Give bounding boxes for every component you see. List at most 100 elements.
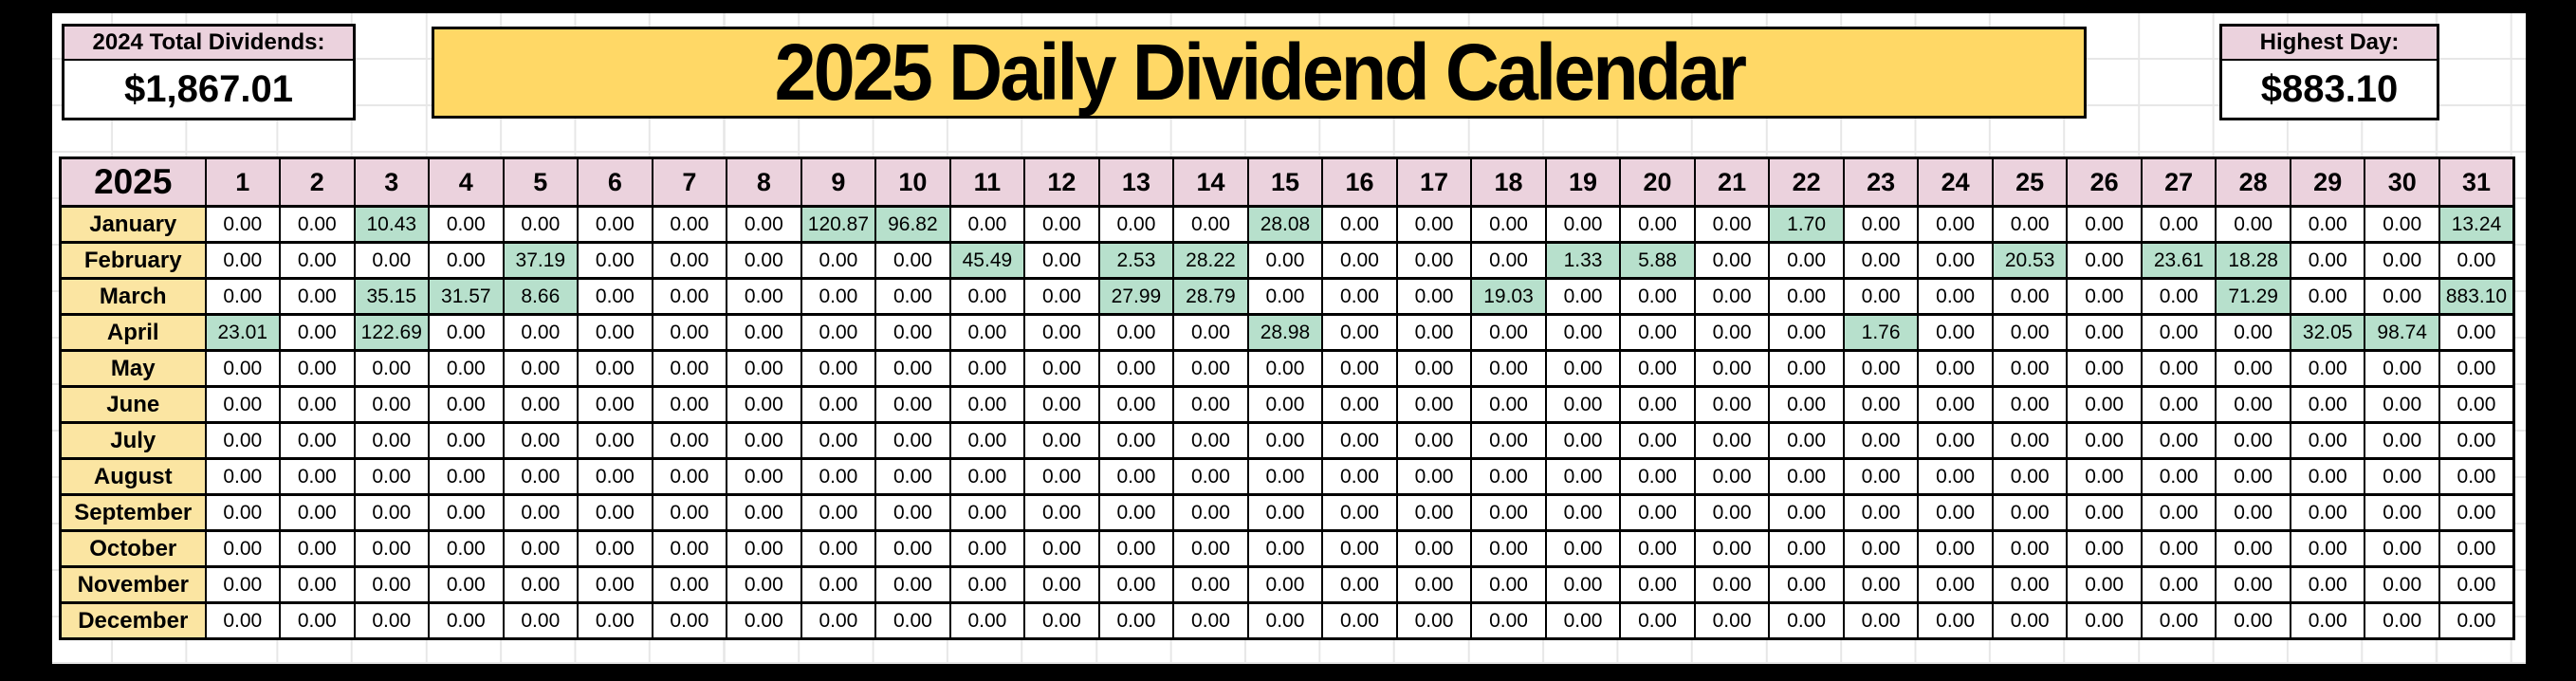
day-cell[interactable]: 0.00 [204, 457, 282, 496]
day-cell[interactable]: 0.00 [428, 313, 505, 352]
day-cell[interactable]: 0.00 [2140, 457, 2217, 496]
day-cell[interactable]: 0.00 [1470, 565, 1547, 604]
day-cell[interactable]: 0.00 [2364, 241, 2440, 280]
day-cell[interactable]: 0.00 [948, 601, 1026, 640]
day-header[interactable]: 5 [502, 156, 580, 208]
day-cell[interactable]: 0.00 [1246, 241, 1324, 280]
day-cell[interactable]: 0.00 [577, 205, 653, 244]
day-cell[interactable]: 0.00 [2364, 493, 2440, 532]
day-cell[interactable]: 5.88 [1619, 241, 1696, 280]
day-cell[interactable]: 0.00 [800, 601, 877, 640]
day-cell[interactable]: 0.00 [1246, 385, 1324, 424]
day-cell[interactable]: 35.15 [353, 277, 431, 316]
month-label-cell[interactable]: October [59, 529, 207, 568]
day-cell[interactable]: 0.00 [1619, 457, 1696, 496]
day-cell[interactable]: 0.00 [577, 565, 653, 604]
day-cell[interactable]: 0.00 [204, 529, 282, 568]
day-cell[interactable]: 0.00 [1693, 421, 1771, 460]
day-cell[interactable]: 0.00 [1023, 421, 1100, 460]
day-cell[interactable]: 0.00 [726, 205, 802, 244]
day-cell[interactable]: 0.00 [502, 385, 580, 424]
day-cell[interactable]: 0.00 [2140, 493, 2217, 532]
day-cell[interactable]: 0.00 [874, 493, 951, 532]
day-cell[interactable]: 0.00 [1842, 457, 1920, 496]
day-cell[interactable]: 0.00 [726, 601, 802, 640]
day-cell[interactable]: 0.00 [2438, 493, 2515, 532]
day-cell[interactable]: 0.00 [1023, 529, 1100, 568]
day-cell[interactable]: 0.00 [1023, 349, 1100, 388]
day-cell[interactable]: 0.00 [1693, 277, 1771, 316]
day-cell[interactable]: 0.00 [279, 529, 356, 568]
day-cell[interactable]: 0.00 [2364, 529, 2440, 568]
day-cell[interactable]: 0.00 [1619, 565, 1696, 604]
day-cell[interactable]: 0.00 [2438, 385, 2515, 424]
day-cell[interactable]: 0.00 [204, 421, 282, 460]
day-cell[interactable]: 0.00 [726, 349, 802, 388]
day-cell[interactable]: 0.00 [1991, 493, 2069, 532]
day-cell[interactable]: 0.00 [1321, 601, 1398, 640]
day-header[interactable]: 23 [1842, 156, 1920, 208]
total-dividends-label[interactable]: 2024 Total Dividends: [64, 27, 353, 61]
month-label-cell[interactable]: September [59, 493, 207, 532]
day-cell[interactable]: 18.28 [2215, 241, 2291, 280]
day-cell[interactable]: 0.00 [651, 565, 728, 604]
day-cell[interactable]: 0.00 [577, 493, 653, 532]
day-cell[interactable]: 0.00 [2438, 457, 2515, 496]
day-cell[interactable]: 0.00 [1172, 349, 1249, 388]
day-cell[interactable]: 0.00 [651, 241, 728, 280]
day-cell[interactable]: 0.00 [1544, 457, 1622, 496]
day-header[interactable]: 1 [204, 156, 282, 208]
day-cell[interactable]: 0.00 [726, 313, 802, 352]
day-cell[interactable]: 0.00 [1097, 385, 1175, 424]
day-cell[interactable]: 0.00 [353, 241, 431, 280]
day-cell[interactable]: 0.00 [1991, 565, 2069, 604]
day-header[interactable]: 28 [2215, 156, 2291, 208]
day-cell[interactable]: 0.00 [800, 277, 877, 316]
day-cell[interactable]: 0.00 [948, 529, 1026, 568]
day-cell[interactable]: 0.00 [1395, 493, 1473, 532]
day-cell[interactable]: 0.00 [353, 529, 431, 568]
day-header[interactable]: 11 [948, 156, 1026, 208]
day-cell[interactable]: 0.00 [651, 421, 728, 460]
day-cell[interactable]: 0.00 [1023, 241, 1100, 280]
day-cell[interactable]: 0.00 [2289, 349, 2366, 388]
day-header[interactable]: 20 [1619, 156, 1696, 208]
day-cell[interactable]: 0.00 [279, 565, 356, 604]
day-cell[interactable]: 0.00 [1246, 349, 1324, 388]
day-cell[interactable]: 0.00 [2140, 529, 2217, 568]
day-cell[interactable]: 0.00 [2289, 493, 2366, 532]
day-cell[interactable]: 0.00 [1395, 313, 1473, 352]
day-cell[interactable]: 0.00 [1321, 205, 1398, 244]
day-cell[interactable]: 0.00 [1768, 565, 1845, 604]
day-cell[interactable]: 0.00 [1768, 493, 1845, 532]
day-cell[interactable]: 0.00 [800, 565, 877, 604]
day-cell[interactable]: 0.00 [279, 457, 356, 496]
day-cell[interactable]: 0.00 [204, 493, 282, 532]
day-cell[interactable]: 0.00 [204, 385, 282, 424]
month-label-cell[interactable]: March [59, 277, 207, 316]
day-cell[interactable]: 0.00 [1321, 385, 1398, 424]
day-cell[interactable]: 0.00 [1768, 385, 1845, 424]
day-cell[interactable]: 0.00 [2066, 493, 2143, 532]
day-cell[interactable]: 0.00 [1097, 349, 1175, 388]
day-cell[interactable]: 0.00 [428, 241, 505, 280]
day-cell[interactable]: 0.00 [651, 529, 728, 568]
day-cell[interactable]: 0.00 [279, 205, 356, 244]
day-cell[interactable]: 0.00 [1172, 529, 1249, 568]
day-cell[interactable]: 0.00 [1693, 241, 1771, 280]
day-cell[interactable]: 0.00 [2066, 349, 2143, 388]
day-cell[interactable]: 20.53 [1991, 241, 2069, 280]
day-cell[interactable]: 0.00 [1395, 601, 1473, 640]
day-cell[interactable]: 0.00 [1991, 385, 2069, 424]
day-cell[interactable]: 0.00 [1544, 313, 1622, 352]
day-header[interactable]: 6 [577, 156, 653, 208]
day-cell[interactable]: 0.00 [874, 421, 951, 460]
day-cell[interactable]: 0.00 [1991, 457, 2069, 496]
day-cell[interactable]: 0.00 [651, 385, 728, 424]
day-cell[interactable]: 71.29 [2215, 277, 2291, 316]
day-cell[interactable]: 0.00 [353, 385, 431, 424]
day-cell[interactable]: 0.00 [1246, 421, 1324, 460]
day-cell[interactable]: 23.01 [204, 313, 282, 352]
day-cell[interactable]: 0.00 [502, 349, 580, 388]
day-cell[interactable]: 0.00 [279, 241, 356, 280]
